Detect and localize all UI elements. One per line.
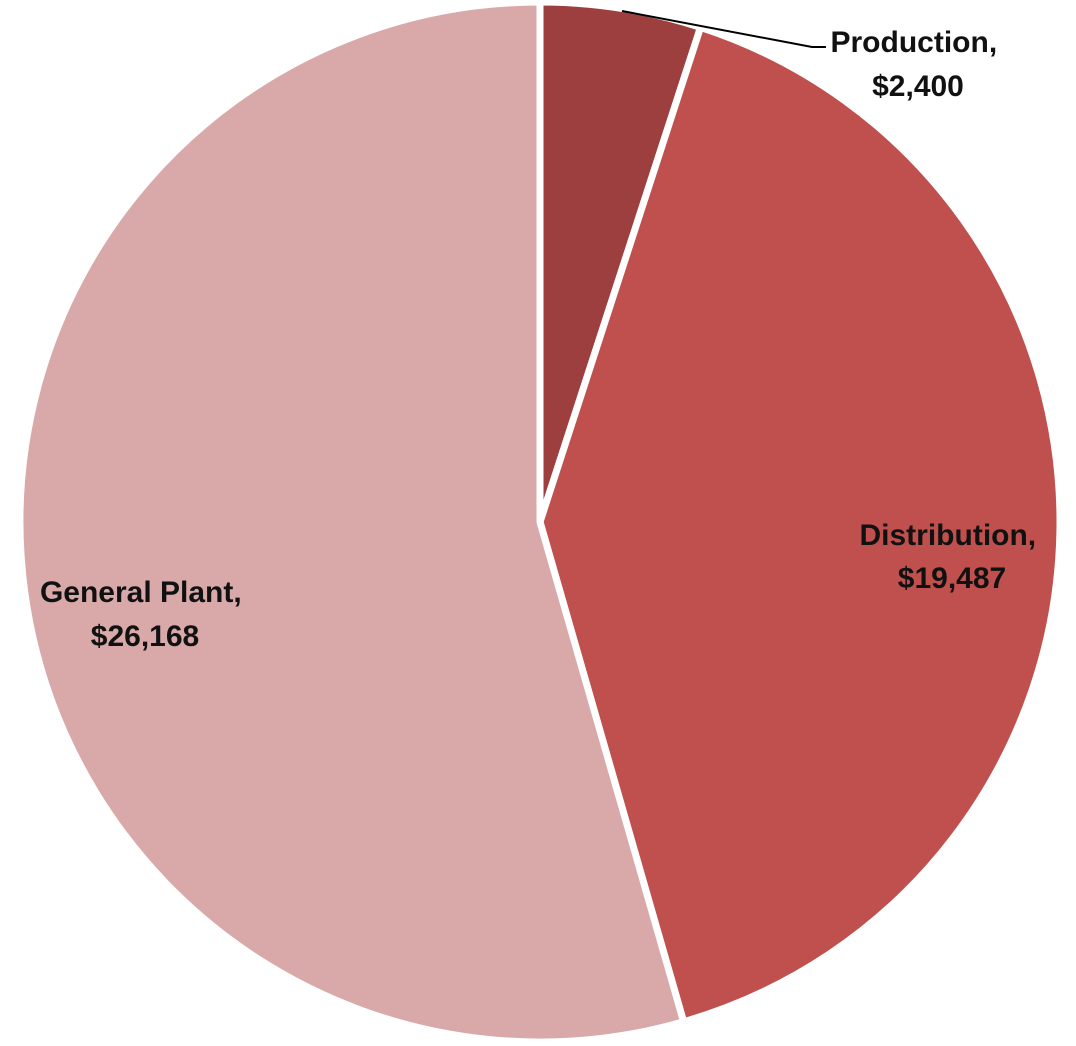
general-plant-label-name: General Plant, — [40, 576, 242, 609]
data-labels: Production, $2,400 Distribution, $19,487… — [40, 26, 1045, 653]
pie-slice-general-plant — [16, 0, 688, 1046]
general-plant-label: General Plant, $26,168 — [40, 576, 250, 653]
production-label-value: $2,400 — [872, 70, 964, 103]
general-plant-label-value: $26,168 — [91, 620, 199, 653]
distribution-label-name: Distribution, — [860, 519, 1037, 552]
pie-slice-distribution — [536, 22, 1064, 1027]
pie-slices — [16, 0, 1064, 1046]
production-leader-line — [621, 10, 826, 48]
distribution-label: Distribution, $19,487 — [860, 519, 1045, 595]
distribution-label-value: $19,487 — [898, 562, 1006, 595]
production-label-name: Production, — [831, 26, 998, 59]
production-label: Production, $2,400 — [831, 26, 1006, 103]
